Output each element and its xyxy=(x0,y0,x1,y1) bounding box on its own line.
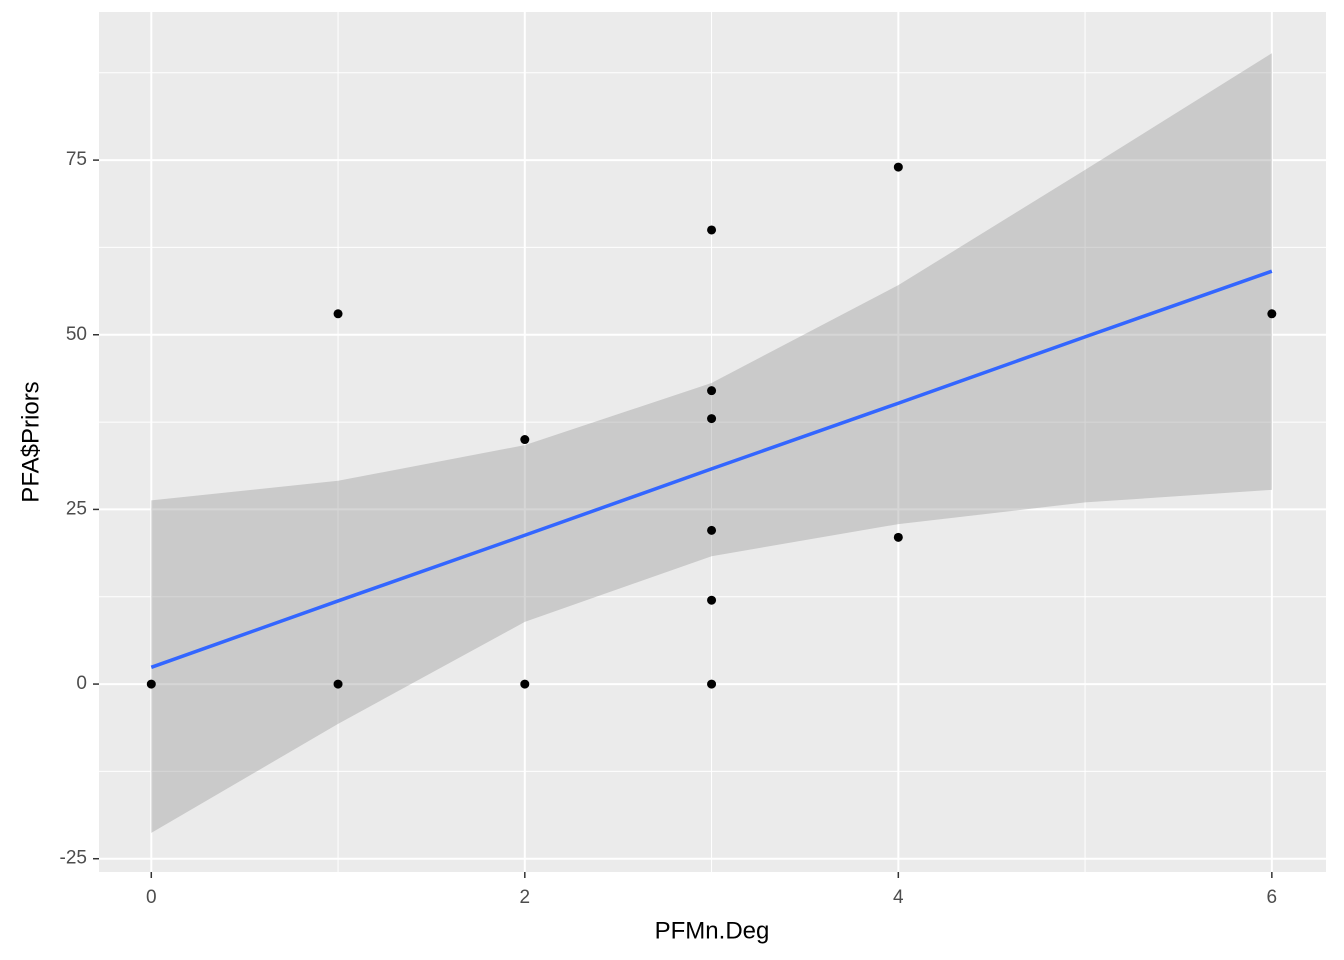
point xyxy=(893,162,903,172)
y-tick-label: 25 xyxy=(66,498,87,519)
point xyxy=(333,679,343,689)
confidence-band xyxy=(151,53,1272,833)
y-axis-title: PFA$Priors xyxy=(17,381,44,502)
y-tick-label: -25 xyxy=(60,848,87,869)
point xyxy=(707,525,717,535)
panel xyxy=(99,12,1326,872)
x-tick-label: 4 xyxy=(893,887,904,908)
point xyxy=(707,386,717,396)
point xyxy=(333,309,343,319)
point xyxy=(1267,309,1277,319)
x-tick-label: 0 xyxy=(146,887,157,908)
fit-line xyxy=(150,269,1273,669)
y-tick-label: 0 xyxy=(76,673,87,694)
y-tick-label: 75 xyxy=(66,149,87,170)
point xyxy=(707,225,717,235)
point xyxy=(146,679,156,689)
point xyxy=(707,414,717,424)
y-tick-label: 50 xyxy=(66,324,87,345)
point xyxy=(520,435,530,445)
point xyxy=(707,595,717,605)
point xyxy=(893,532,903,542)
x-tick-label: 2 xyxy=(520,887,531,908)
point xyxy=(520,679,530,689)
point xyxy=(707,679,717,689)
x-tick-label: 6 xyxy=(1267,887,1278,908)
x-axis-title: PFMn.Deg xyxy=(655,917,770,944)
